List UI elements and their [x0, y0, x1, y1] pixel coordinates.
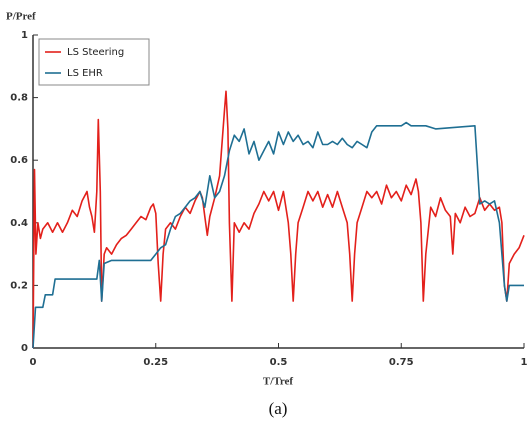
series-line: [32, 90, 525, 349]
y-tick-label: 0: [21, 343, 28, 354]
y-tick-label: 0.4: [10, 218, 28, 229]
legend-label: LS EHR: [67, 68, 103, 79]
series-line: [32, 121, 524, 349]
caption: (a): [269, 399, 288, 418]
y-tick-label: 0.8: [10, 93, 28, 104]
x-tick-label: 0.5: [270, 357, 288, 368]
legend-box: [38, 38, 150, 86]
y-tick-label: 1: [21, 30, 28, 41]
x-tick-label: 0.25: [143, 357, 168, 368]
x-tick-label: 0: [30, 357, 37, 368]
y-tick-label: 0.6: [10, 155, 28, 166]
y-tick-label: 0.2: [10, 280, 28, 291]
legend-label: LS Steering: [67, 47, 124, 58]
x-tick-label: 0.75: [389, 357, 414, 368]
y-axis-label: P/Pref: [6, 11, 36, 23]
x-axis-label: T/Tref: [263, 376, 293, 388]
x-tick-label: 1: [521, 357, 528, 368]
